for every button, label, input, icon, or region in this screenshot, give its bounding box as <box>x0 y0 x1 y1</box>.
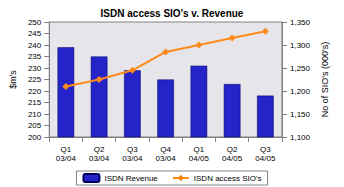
svg-text:04/05: 04/05 <box>189 154 210 163</box>
svg-text:1,150: 1,150 <box>290 110 311 119</box>
svg-text:04/05: 04/05 <box>255 154 276 163</box>
svg-text:1,300: 1,300 <box>290 41 311 50</box>
svg-text:1,350: 1,350 <box>290 18 311 27</box>
svg-text:Q3: Q3 <box>127 145 138 154</box>
svg-text:04/05: 04/05 <box>222 154 243 163</box>
svg-text:Q2: Q2 <box>227 145 238 154</box>
svg-text:Q4: Q4 <box>160 145 171 154</box>
svg-text:235: 235 <box>28 52 42 61</box>
svg-text:215: 215 <box>28 98 42 107</box>
svg-text:210: 210 <box>28 110 42 119</box>
svg-text:1,100: 1,100 <box>290 133 311 142</box>
svg-text:ISDN access SIO's: ISDN access SIO's <box>194 174 262 183</box>
svg-text:1,250: 1,250 <box>290 64 311 73</box>
svg-text:205: 205 <box>28 121 42 130</box>
svg-text:Q3: Q3 <box>260 145 271 154</box>
svg-text:03/04: 03/04 <box>56 154 77 163</box>
svg-text:Q1: Q1 <box>194 145 205 154</box>
svg-text:$m's: $m's <box>8 70 18 89</box>
svg-text:240: 240 <box>28 41 42 50</box>
svg-text:245: 245 <box>28 29 42 38</box>
svg-text:230: 230 <box>28 64 42 73</box>
svg-text:220: 220 <box>28 87 42 96</box>
svg-text:Q1: Q1 <box>61 145 72 154</box>
svg-text:250: 250 <box>28 18 42 27</box>
svg-text:ISDN access SIO's v. Revenue: ISDN access SIO's v. Revenue <box>101 8 244 19</box>
svg-text:1,200: 1,200 <box>290 87 311 96</box>
svg-text:03/04: 03/04 <box>156 154 177 163</box>
svg-text:03/04: 03/04 <box>89 154 110 163</box>
svg-text:No of SIO's (000's): No of SIO's (000's) <box>320 42 330 117</box>
svg-text:Q2: Q2 <box>94 145 105 154</box>
svg-text:200: 200 <box>28 133 42 142</box>
svg-text:ISDN Revenue: ISDN Revenue <box>104 174 158 183</box>
svg-text:03/04: 03/04 <box>122 154 143 163</box>
svg-text:225: 225 <box>28 75 42 84</box>
